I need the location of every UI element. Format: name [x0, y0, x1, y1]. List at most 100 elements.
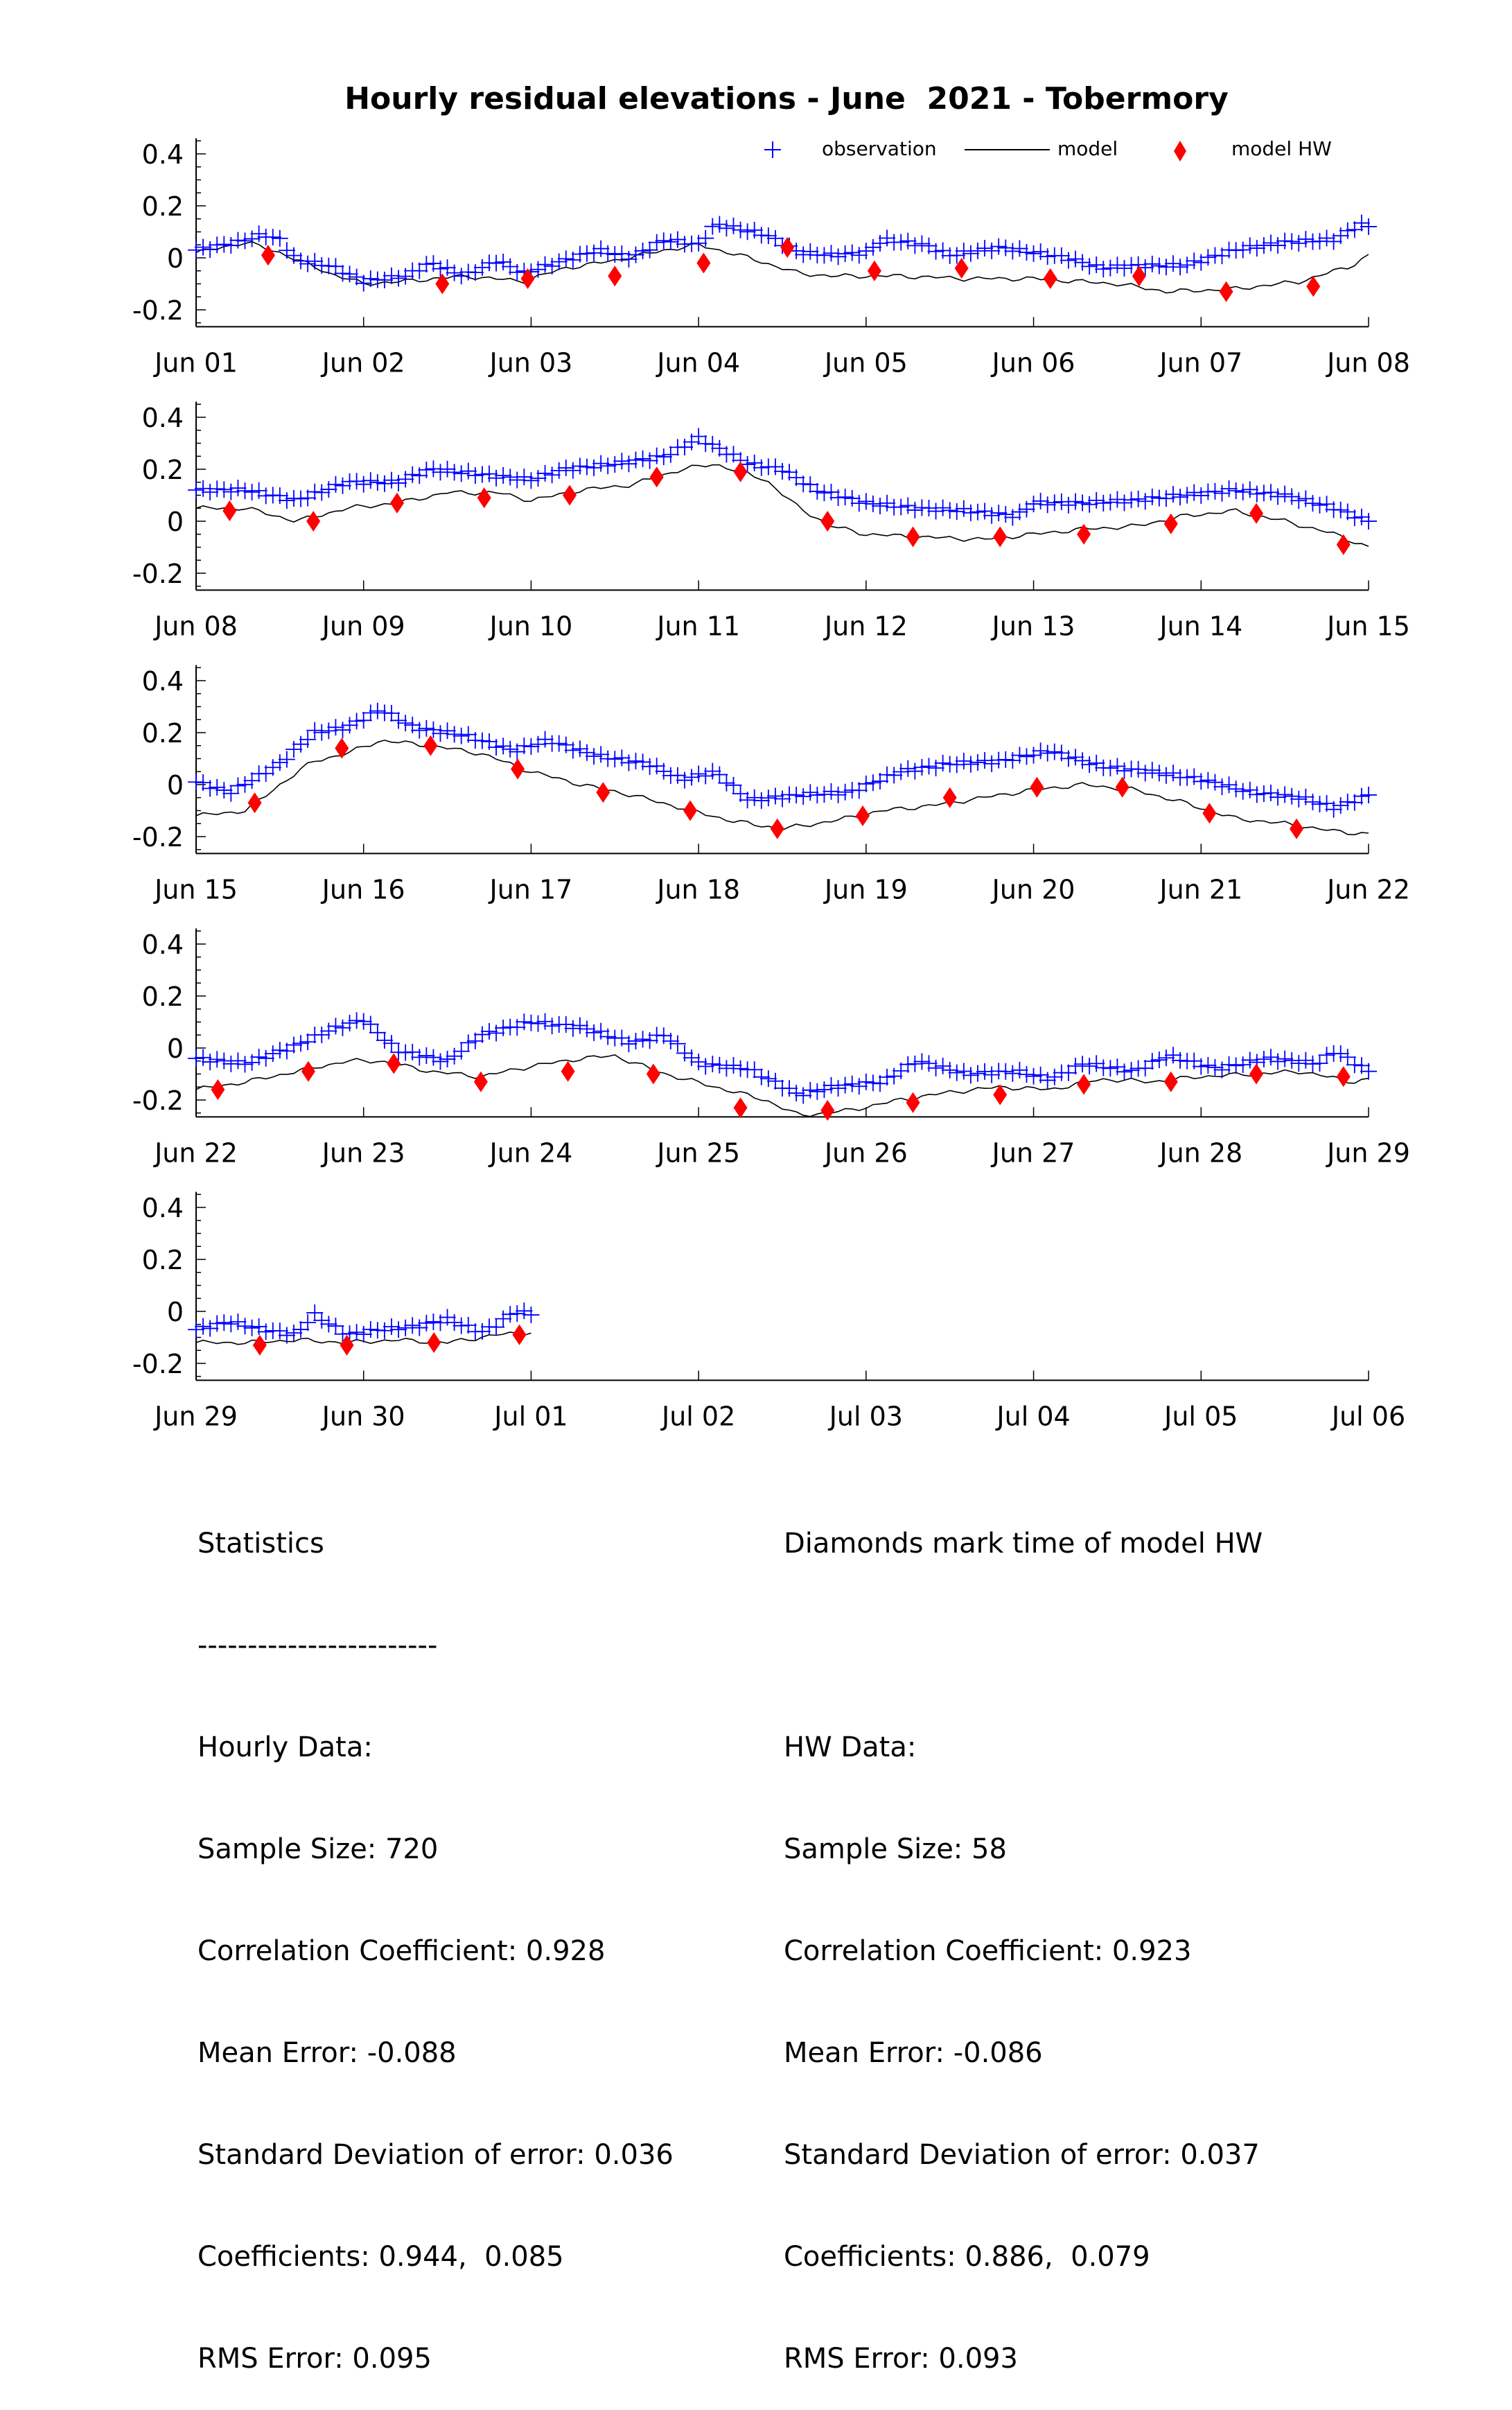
- observation-point: [1025, 245, 1042, 262]
- observation-point: [579, 1020, 595, 1038]
- observation-point: [299, 255, 317, 272]
- observation-point: [962, 756, 979, 773]
- panel-4: 0.4 0.2 0 -0.2 Jun 22 Jun 23 Jun 24 Jun 25 Jun 2…: [132, 928, 1410, 1168]
- observation-point: [669, 767, 686, 784]
- observation-point: [195, 480, 212, 497]
- observation-point: [376, 1031, 393, 1049]
- observation-point: [509, 471, 526, 489]
- observation-point: [369, 702, 386, 719]
- observation-point: [397, 715, 414, 732]
- stats-hw-subheading: HW Data:: [784, 1731, 917, 1763]
- stats-hw-std-error: Standard Deviation of error: 0.037: [784, 2139, 1260, 2171]
- observation-point: [1248, 786, 1265, 803]
- observation-point: [222, 1316, 240, 1333]
- observation-point: [1234, 483, 1251, 500]
- observation-point: [1165, 765, 1181, 782]
- observation-point: [976, 240, 994, 257]
- observation-point: [236, 482, 254, 500]
- y-tick-label: 0.4: [142, 1193, 184, 1223]
- observation-point: [802, 1081, 819, 1099]
- observation-point: [383, 705, 400, 722]
- panel-1: 0.4 0.2 0 -0.2 Jun 01 Jun 02 Jun 03 Jun 04 Jun 0…: [132, 138, 1410, 378]
- observation-point: [1297, 788, 1315, 805]
- observation-point: [502, 1306, 519, 1323]
- observation-point: [1165, 486, 1181, 503]
- observation-point: [976, 752, 994, 769]
- observation-point: [864, 238, 881, 256]
- observation-point: [1157, 490, 1175, 507]
- x-tick-label: Jun 20: [991, 874, 1075, 905]
- observation-point: [725, 776, 742, 794]
- panel-3: 0.4 0.2 0 -0.2 Jun 15 Jun 16 Jun 17 Jun 18 Jun 1…: [132, 665, 1410, 905]
- observation-point: [229, 1052, 247, 1069]
- observation-point: [648, 234, 665, 251]
- observation-point: [557, 460, 574, 477]
- observation-point: [250, 1318, 267, 1335]
- observation-point: [473, 732, 491, 749]
- observation-point: [1332, 501, 1349, 518]
- observation-point: [829, 1080, 847, 1097]
- observation-point: [243, 772, 261, 789]
- model-hw-point: [301, 1060, 315, 1082]
- observation-point: [669, 231, 686, 248]
- model-hw-point: [247, 792, 262, 814]
- observation-point: [766, 1072, 784, 1090]
- observation-point: [704, 435, 721, 453]
- observation-point: [613, 453, 631, 470]
- observation-point: [1206, 774, 1224, 791]
- observation-point: [955, 1063, 972, 1080]
- observation-point: [864, 774, 881, 792]
- observation-point: [1269, 1053, 1287, 1070]
- observation-point: [516, 737, 533, 754]
- observation-point: [348, 473, 365, 490]
- observation-point: [1102, 1060, 1119, 1077]
- observation-point: [683, 769, 701, 786]
- observation-point: [536, 731, 554, 748]
- x-tick-label: Jun 23: [321, 1137, 405, 1168]
- observation-point: [1172, 1051, 1189, 1069]
- observation-point: [209, 480, 226, 498]
- observation-point: [292, 1321, 310, 1338]
- x-tick-label: Jun 08: [1326, 347, 1410, 378]
- observation-point: [446, 264, 463, 281]
- model-hw-point: [1077, 523, 1091, 545]
- x-tick-label: Jun 07: [1158, 347, 1242, 378]
- observation-point: [1193, 487, 1210, 504]
- model-hw-point: [780, 237, 795, 258]
- observation-point: [1193, 254, 1210, 271]
- model-hw-point: [211, 1079, 225, 1100]
- observation-point: [564, 742, 581, 759]
- observation-point: [509, 263, 526, 281]
- observation-point: [1025, 746, 1042, 764]
- observation-point: [1255, 237, 1272, 254]
- observation-point: [893, 234, 910, 251]
- observation-point: [732, 785, 749, 803]
- observation-point: [348, 1012, 365, 1029]
- observation-point: [662, 1033, 679, 1050]
- observation-point: [697, 1058, 714, 1075]
- observation-point: [1136, 493, 1154, 510]
- observation-point: [1143, 762, 1161, 779]
- observation-point: [934, 242, 951, 259]
- observation-point: [285, 1325, 302, 1342]
- observation-point: [481, 1023, 498, 1040]
- observation-point: [927, 1059, 944, 1076]
- observation-point: [313, 1311, 331, 1329]
- y-tick-label: -0.2: [132, 1085, 184, 1116]
- observation-point: [620, 455, 638, 473]
- legend-model-label: model: [1057, 137, 1118, 160]
- observation-point: [1129, 760, 1147, 778]
- observation-point: [278, 492, 295, 509]
- observation-point: [579, 458, 595, 475]
- model-hw-point: [563, 484, 577, 506]
- observation-point: [216, 1314, 233, 1331]
- observation-point: [495, 737, 512, 755]
- observation-point: [829, 786, 847, 803]
- observation-point: [1018, 244, 1035, 261]
- model-hw-point: [993, 1084, 1008, 1106]
- observation-point: [1109, 256, 1126, 274]
- observation-point: [452, 268, 470, 285]
- observation-point: [983, 242, 1001, 259]
- observation-point: [948, 756, 965, 774]
- observation-point: [1136, 765, 1154, 782]
